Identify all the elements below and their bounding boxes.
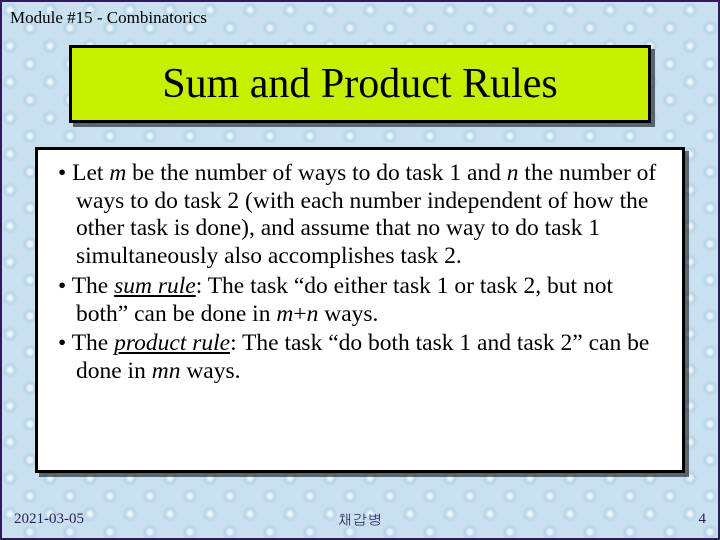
module-label: Module #15 - Combinatorics — [10, 8, 207, 28]
bullet-item: The sum rule: The task “do either task 1… — [48, 273, 668, 328]
slide-title: Sum and Product Rules — [162, 60, 558, 108]
footer-date: 2021-03-05 — [14, 511, 84, 528]
footer-author: 채갑병 — [0, 509, 720, 530]
bullet-item: The product rule: The task “do both task… — [48, 330, 668, 385]
bullet-list: Let m be the number of ways to do task 1… — [48, 160, 668, 386]
footer-page-number: 4 — [699, 511, 707, 528]
footer: 2021-03-05 채갑병 4 — [0, 509, 720, 530]
body-box: Let m be the number of ways to do task 1… — [38, 150, 682, 470]
title-box: Sum and Product Rules — [72, 48, 648, 120]
bullet-item: Let m be the number of ways to do task 1… — [48, 160, 668, 271]
